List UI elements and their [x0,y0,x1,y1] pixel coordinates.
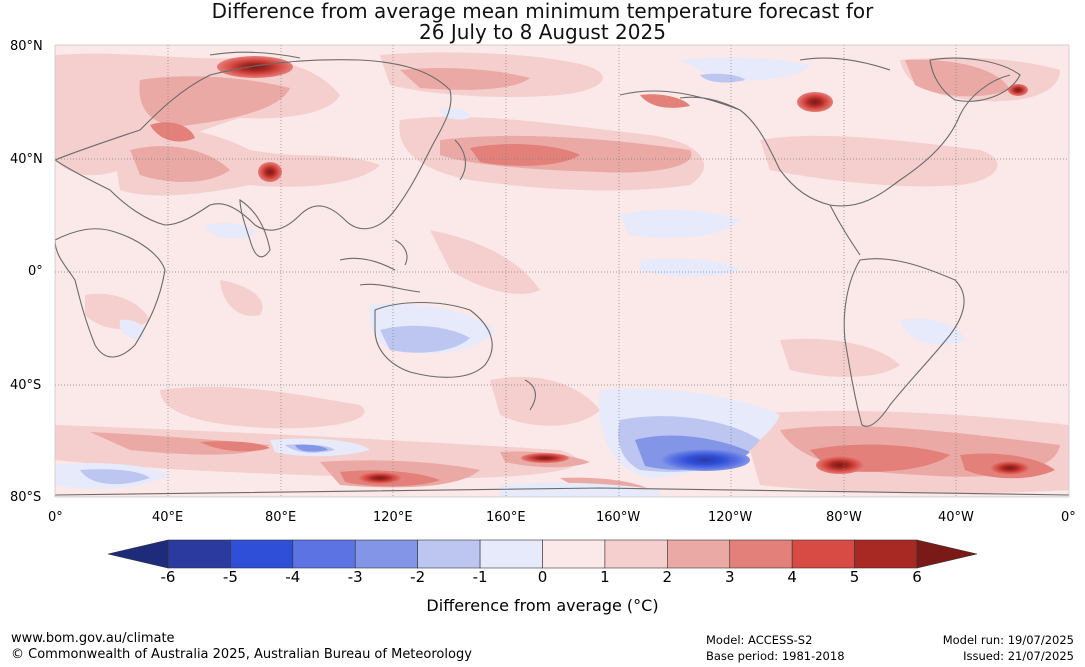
colorbar-tick-label: -1 [472,568,488,586]
colorbar-bin-10 [791,539,855,569]
hot-core-hudson [797,92,833,112]
lon-label-120e: 120°E [373,510,413,525]
cold-core-south-pacific [660,449,750,471]
footer-issued: Issued: 21/07/2025 [963,649,1074,663]
lon-label-0-west: 0° [48,510,63,525]
colorbar-tick-label: -6 [160,568,176,586]
hot-core-greenland [1008,84,1028,96]
hot-core-south-america [816,456,864,474]
colorbar-tick-label: 4 [787,568,797,586]
colorbar-bin-3 [354,539,418,569]
colorbar-bin-7 [604,539,668,569]
colorbar-bin-0 [167,539,231,569]
colorbar-tick-label: 3 [724,568,735,586]
colorbar-tick-label: 2 [662,568,673,586]
colorbar-bin-2 [292,539,356,569]
chart-title-line-2: 26 July to 8 August 2025 [419,20,666,44]
graticule [55,45,1069,497]
lon-label-80w: 80°W [826,510,862,525]
lon-label-40w: 40°W [938,510,974,525]
hot-core-pacific [521,453,569,463]
colorbar-extend-high [916,539,978,569]
lon-label-40e: 40°E [152,510,184,525]
colorbar-tick-label: 5 [849,568,860,586]
colorbar-extend-low [107,539,169,569]
map-frame [54,44,1070,498]
colorbar-bin-4 [417,539,481,569]
lon-label-120w: 120°W [708,510,753,525]
colorbar-bin-11 [854,539,918,569]
chart-title-line-1: Difference from average mean minimum tem… [211,0,874,23]
lon-label-0-east: 0° [1061,510,1076,525]
colorbar-tick-label: -2 [410,568,426,586]
colorbar-bin-8 [667,539,731,569]
lon-label-160w: 160°W [596,510,641,525]
footer-model-run: Model run: 19/07/2025 [942,633,1074,647]
lat-label-0: 0° [28,264,43,279]
anomaly-map [54,44,1070,498]
colorbar-bin-1 [230,539,294,569]
lat-label-80s: 80°S [10,490,42,505]
footer-website[interactable]: www.bom.gov.au/climate [11,631,175,646]
footer-copyright: © Commonwealth of Australia 2025, Austra… [11,647,472,662]
colorbar-tick-label: -3 [347,568,363,586]
lat-label-80n: 80°N [10,39,43,54]
lon-label-80e: 80°E [265,510,297,525]
colorbar-tick-label: -5 [222,568,238,586]
colorbar-tick-label: 6 [912,568,922,586]
hot-core-south-atlantic [990,461,1030,475]
footer-model: Model: ACCESS-S2 [706,633,813,647]
colorbar-bin-6 [542,539,606,569]
colorbar-title: Difference from average (°C) [426,596,659,615]
hot-core-siberia [217,56,293,78]
hot-core-central-asia [258,162,282,182]
lon-label-160e: 160°E [486,510,526,525]
lat-label-40n: 40°N [10,152,43,167]
colorbar-bin-9 [729,539,793,569]
footer-base-period: Base period: 1981-2018 [706,649,845,663]
colorbar-tick-label: 0 [537,568,548,586]
colorbar [107,539,978,569]
colorbar-tick-label: 1 [600,568,610,586]
hot-core-indian [358,472,402,484]
lat-label-40s: 40°S [10,378,42,393]
colorbar-tick-label: -4 [285,568,301,586]
colorbar-bin-5 [479,539,543,569]
